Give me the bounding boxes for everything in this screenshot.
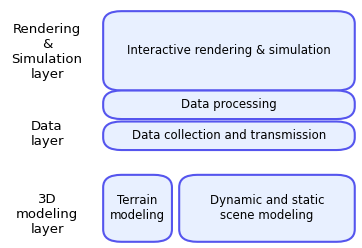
FancyBboxPatch shape: [103, 11, 355, 91]
FancyBboxPatch shape: [103, 122, 355, 150]
Text: Dynamic and static
scene modeling: Dynamic and static scene modeling: [210, 194, 324, 222]
FancyBboxPatch shape: [103, 175, 172, 242]
Text: Terrain
modeling: Terrain modeling: [110, 194, 165, 222]
Text: 3D
modeling
layer: 3D modeling layer: [16, 193, 78, 236]
Text: Data collection and transmission: Data collection and transmission: [132, 129, 326, 142]
Text: Interactive rendering & simulation: Interactive rendering & simulation: [127, 44, 331, 57]
FancyBboxPatch shape: [103, 91, 355, 119]
Text: Rendering
&
Simulation
layer: Rendering & Simulation layer: [12, 23, 83, 81]
Text: Data
layer: Data layer: [30, 120, 64, 148]
Text: Data processing: Data processing: [181, 98, 277, 111]
FancyBboxPatch shape: [179, 175, 355, 242]
